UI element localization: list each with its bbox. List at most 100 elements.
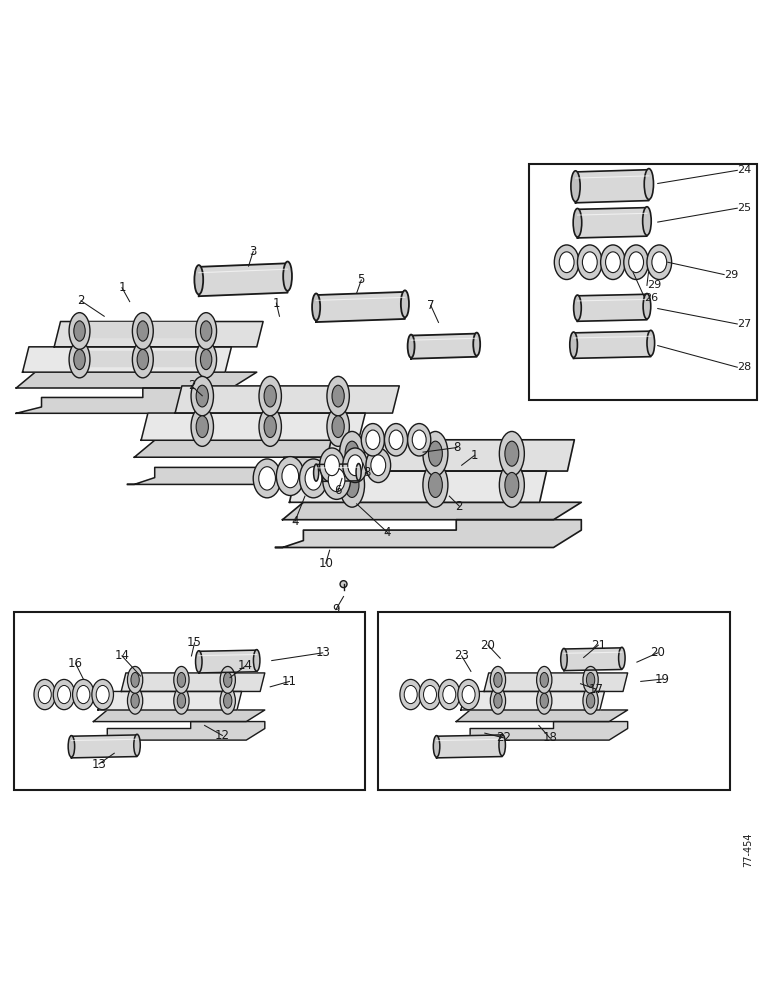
Text: 1: 1 bbox=[118, 281, 126, 294]
Text: 22: 22 bbox=[496, 731, 511, 744]
Text: 1: 1 bbox=[273, 297, 280, 310]
Ellipse shape bbox=[174, 687, 189, 714]
Ellipse shape bbox=[53, 679, 75, 710]
Polygon shape bbox=[411, 334, 477, 359]
Ellipse shape bbox=[220, 666, 235, 693]
Polygon shape bbox=[93, 710, 265, 722]
Ellipse shape bbox=[582, 252, 598, 273]
Ellipse shape bbox=[624, 245, 648, 280]
Ellipse shape bbox=[443, 685, 455, 704]
Ellipse shape bbox=[178, 693, 185, 708]
Polygon shape bbox=[54, 322, 263, 347]
Polygon shape bbox=[199, 263, 287, 296]
Ellipse shape bbox=[537, 666, 552, 693]
Polygon shape bbox=[134, 440, 399, 457]
Ellipse shape bbox=[201, 349, 212, 370]
Text: 16: 16 bbox=[68, 657, 83, 670]
Ellipse shape bbox=[408, 424, 431, 456]
Ellipse shape bbox=[499, 463, 524, 507]
Ellipse shape bbox=[571, 171, 581, 202]
Text: 2: 2 bbox=[188, 379, 195, 392]
Ellipse shape bbox=[583, 666, 598, 693]
Ellipse shape bbox=[537, 687, 552, 714]
Ellipse shape bbox=[224, 672, 232, 687]
Text: 20: 20 bbox=[650, 646, 665, 659]
Ellipse shape bbox=[320, 448, 344, 483]
Ellipse shape bbox=[618, 647, 625, 669]
Ellipse shape bbox=[384, 424, 408, 456]
Polygon shape bbox=[16, 388, 257, 413]
Polygon shape bbox=[317, 464, 358, 481]
Ellipse shape bbox=[345, 441, 359, 466]
Polygon shape bbox=[89, 722, 265, 740]
Text: 1: 1 bbox=[471, 449, 479, 462]
Ellipse shape bbox=[74, 321, 85, 341]
Ellipse shape bbox=[505, 472, 519, 497]
Ellipse shape bbox=[540, 672, 548, 687]
Polygon shape bbox=[121, 673, 265, 691]
Ellipse shape bbox=[132, 313, 154, 349]
Ellipse shape bbox=[419, 679, 441, 710]
Ellipse shape bbox=[195, 313, 217, 349]
Ellipse shape bbox=[490, 687, 506, 714]
Ellipse shape bbox=[77, 685, 90, 704]
Ellipse shape bbox=[587, 693, 594, 708]
Ellipse shape bbox=[405, 685, 417, 704]
Ellipse shape bbox=[559, 252, 574, 273]
Ellipse shape bbox=[605, 252, 621, 273]
Text: 10: 10 bbox=[318, 557, 334, 570]
Text: 27: 27 bbox=[737, 319, 751, 329]
Polygon shape bbox=[461, 691, 604, 710]
Ellipse shape bbox=[577, 245, 602, 280]
Ellipse shape bbox=[433, 736, 440, 757]
Bar bbox=[14, 612, 365, 790]
Ellipse shape bbox=[191, 407, 214, 446]
Ellipse shape bbox=[282, 464, 299, 488]
Ellipse shape bbox=[490, 666, 506, 693]
Ellipse shape bbox=[324, 455, 340, 476]
Text: 15: 15 bbox=[187, 636, 202, 649]
Polygon shape bbox=[283, 502, 581, 520]
Ellipse shape bbox=[400, 679, 422, 710]
Ellipse shape bbox=[259, 407, 282, 446]
Ellipse shape bbox=[34, 679, 56, 710]
Ellipse shape bbox=[253, 650, 260, 671]
Ellipse shape bbox=[305, 467, 322, 490]
Ellipse shape bbox=[178, 672, 185, 687]
Ellipse shape bbox=[401, 290, 409, 317]
Polygon shape bbox=[175, 386, 399, 413]
Ellipse shape bbox=[628, 252, 644, 273]
Ellipse shape bbox=[58, 685, 70, 704]
Ellipse shape bbox=[191, 376, 214, 416]
Polygon shape bbox=[76, 351, 146, 366]
Polygon shape bbox=[456, 710, 628, 722]
Ellipse shape bbox=[201, 321, 212, 341]
Ellipse shape bbox=[264, 385, 276, 407]
Ellipse shape bbox=[560, 648, 567, 670]
Ellipse shape bbox=[389, 430, 403, 450]
Ellipse shape bbox=[587, 672, 594, 687]
Text: 20: 20 bbox=[480, 639, 496, 652]
Polygon shape bbox=[76, 322, 146, 337]
Ellipse shape bbox=[494, 693, 502, 708]
Polygon shape bbox=[317, 292, 405, 322]
Ellipse shape bbox=[259, 376, 282, 416]
Polygon shape bbox=[574, 331, 651, 358]
Ellipse shape bbox=[96, 685, 109, 704]
Polygon shape bbox=[98, 691, 242, 710]
Ellipse shape bbox=[438, 679, 460, 710]
Polygon shape bbox=[140, 322, 209, 337]
Ellipse shape bbox=[92, 679, 113, 710]
Ellipse shape bbox=[127, 687, 143, 714]
Ellipse shape bbox=[332, 385, 344, 407]
Text: 25: 25 bbox=[737, 203, 751, 213]
Text: 28: 28 bbox=[737, 362, 751, 372]
Ellipse shape bbox=[554, 245, 579, 280]
Ellipse shape bbox=[340, 463, 364, 507]
Text: 2: 2 bbox=[455, 500, 463, 513]
Ellipse shape bbox=[574, 295, 581, 321]
Polygon shape bbox=[290, 471, 547, 502]
Ellipse shape bbox=[428, 472, 442, 497]
Ellipse shape bbox=[259, 467, 276, 490]
Ellipse shape bbox=[642, 207, 652, 235]
